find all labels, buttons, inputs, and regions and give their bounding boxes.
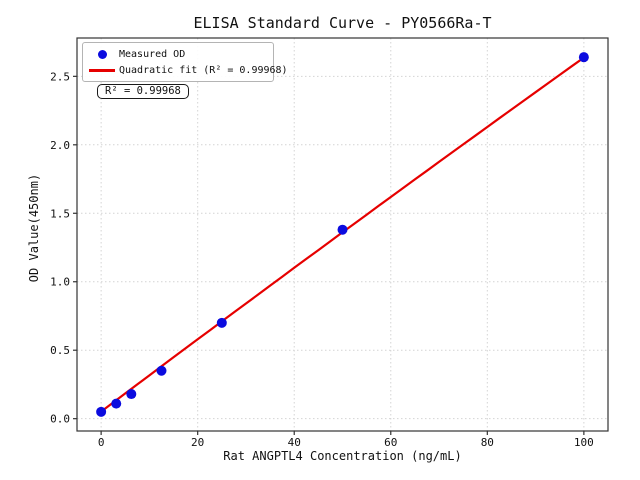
chart-title: ELISA Standard Curve - PY0566Ra-T: [193, 14, 492, 32]
y-tick-label: 1.5: [50, 207, 70, 220]
legend: Measured OD Quadratic fit (R² = 0.99968): [82, 42, 288, 82]
data-point: [126, 389, 137, 400]
data-point: [216, 317, 227, 328]
y-tick-label: 0.0: [50, 413, 70, 426]
data-point: [156, 365, 167, 376]
x-tick-label: 100: [574, 436, 594, 449]
legend-label-measured-od: Measured OD: [119, 48, 186, 60]
x-axis-label: Rat ANGPTL4 Concentration (ng/mL): [223, 449, 462, 463]
data-point: [337, 224, 348, 235]
data-point: [96, 406, 107, 417]
y-tick-label: 2.0: [50, 139, 70, 152]
y-tick-label: 0.5: [50, 344, 70, 357]
y-tick-label: 2.5: [50, 70, 70, 83]
y-tick-label: 1.0: [50, 276, 70, 289]
x-tick-label: 80: [481, 436, 494, 449]
x-tick-label: 0: [98, 436, 105, 449]
legend-entry-quadratic-fit: Quadratic fit (R² = 0.99968): [85, 62, 288, 78]
legend-entry-measured-od: Measured OD: [85, 46, 271, 62]
legend-label-quadratic-fit: Quadratic fit (R² = 0.99968): [119, 64, 288, 76]
axes-spines: [76, 37, 609, 432]
r-squared-annotation: R² = 0.99968: [97, 84, 189, 99]
data-point: [578, 52, 589, 63]
data-point: [111, 398, 122, 409]
x-tick-label: 40: [288, 436, 301, 449]
measured-od-marker-icon: [97, 49, 107, 59]
x-tick-label: 60: [384, 436, 397, 449]
quadratic-fit-line-icon: [89, 68, 115, 72]
x-tick-label: 20: [191, 436, 204, 449]
